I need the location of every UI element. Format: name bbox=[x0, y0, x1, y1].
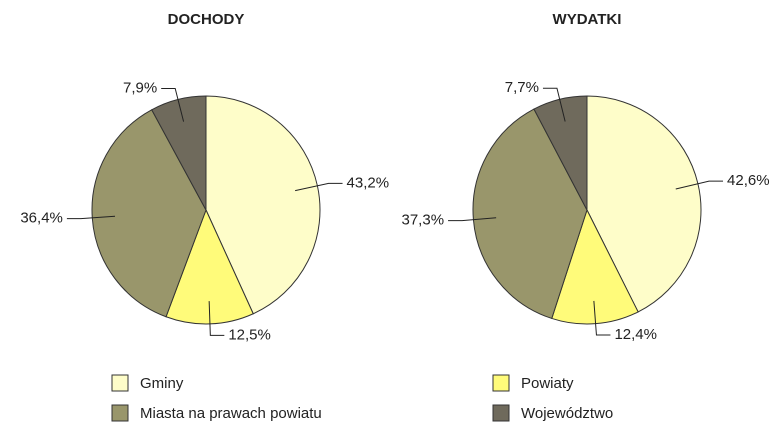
leader-line bbox=[448, 217, 497, 222]
legend-swatch bbox=[492, 374, 510, 392]
data-label: 36,4% bbox=[20, 210, 63, 227]
leader-line bbox=[675, 180, 724, 190]
legend-label: Gminy bbox=[140, 375, 184, 392]
data-label: 12,5% bbox=[228, 326, 271, 343]
data-label: 37,3% bbox=[402, 212, 445, 229]
leader-line bbox=[66, 215, 116, 220]
leader-line bbox=[295, 182, 343, 192]
leader-line bbox=[208, 301, 225, 336]
legend-label: Miasta na prawach powiatu bbox=[140, 405, 322, 422]
leader-line bbox=[542, 87, 566, 122]
leader-line bbox=[161, 87, 185, 122]
legend-swatch bbox=[111, 374, 129, 392]
data-label: 7,9% bbox=[123, 79, 157, 96]
data-label: 43,2% bbox=[347, 174, 390, 191]
data-label: 42,6% bbox=[727, 172, 770, 189]
legend-swatch bbox=[111, 404, 129, 422]
legend-label: Województwo bbox=[521, 405, 613, 422]
chart-title: WYDATKI bbox=[553, 11, 622, 28]
legend-label: Powiaty bbox=[521, 375, 574, 392]
leader-line bbox=[593, 300, 611, 336]
data-label: 12,4% bbox=[614, 326, 657, 343]
chart-title: DOCHODY bbox=[168, 11, 245, 28]
legend-swatch bbox=[492, 404, 510, 422]
data-label: 7,7% bbox=[505, 79, 539, 96]
